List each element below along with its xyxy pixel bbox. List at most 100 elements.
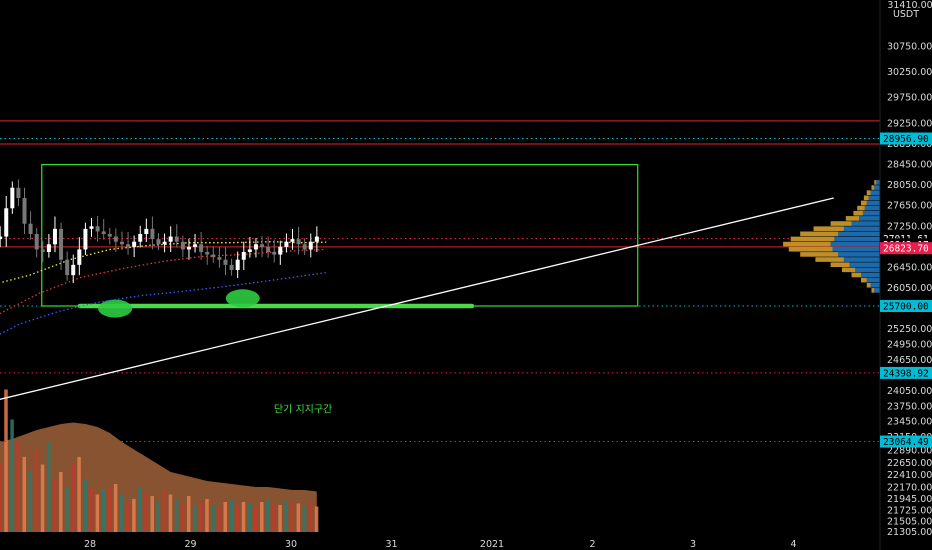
volume-bar [272, 503, 276, 532]
candlestick[interactable] [199, 231, 204, 260]
candlestick[interactable] [235, 251, 240, 278]
volume-profile-down [866, 282, 871, 288]
candlestick[interactable] [241, 241, 246, 270]
candlestick[interactable] [101, 219, 106, 240]
candlestick[interactable] [266, 236, 271, 258]
candle-body [46, 244, 51, 252]
price-tick-label: 24650.00 [887, 355, 932, 366]
candlestick[interactable] [28, 211, 33, 240]
candlestick[interactable] [162, 233, 167, 253]
volume-bar [186, 496, 191, 532]
time-axis[interactable]: 28 29 30 31 2021 2 3 4 [84, 539, 797, 550]
price-tick-label: 26450.00 [887, 262, 932, 273]
candle-body [89, 226, 94, 229]
horizontal-lines-layer[interactable] [0, 120, 880, 443]
candlestick[interactable] [34, 227, 39, 258]
candlestick[interactable] [132, 235, 137, 258]
candlestick[interactable] [168, 226, 173, 252]
candlestick[interactable] [223, 247, 228, 276]
candlestick[interactable] [107, 227, 112, 245]
volume-profile-down [853, 210, 863, 216]
price-tick-label: 29250.00 [887, 118, 932, 129]
candlestick[interactable] [260, 236, 265, 258]
support-box-layer[interactable] [41, 163, 639, 318]
candlestick[interactable] [126, 231, 131, 255]
candle-body [278, 246, 283, 255]
candlestick[interactable] [174, 224, 179, 248]
volume-bar [314, 506, 319, 532]
candlestick[interactable] [113, 228, 118, 252]
candlestick[interactable] [290, 228, 295, 250]
volume-profile-down [871, 288, 875, 293]
candlestick[interactable] [10, 181, 15, 214]
candlestick[interactable] [314, 226, 319, 252]
candlestick[interactable] [40, 241, 45, 263]
price-tick-label: 25250.00 [887, 324, 932, 335]
candlestick[interactable] [296, 226, 301, 255]
candlestick[interactable] [119, 231, 124, 250]
price-tick-label: 30750.00 [887, 41, 932, 52]
volume-profile-down [851, 272, 861, 278]
candlestick[interactable] [284, 233, 289, 253]
candlestick[interactable] [77, 237, 82, 276]
volume-bar [211, 505, 215, 532]
candlestick[interactable] [193, 234, 198, 253]
candle-body [34, 234, 39, 250]
candlestick[interactable] [180, 235, 185, 258]
price-tick-label: 24950.00 [887, 340, 932, 351]
candlestick[interactable] [272, 239, 277, 263]
volume-bar [156, 502, 161, 532]
candlestick[interactable] [22, 187, 27, 234]
candlestick[interactable] [4, 195, 9, 247]
candlestick[interactable] [308, 233, 313, 258]
volume-profile-up [843, 226, 880, 231]
volume-profile-up [874, 185, 880, 190]
price-tick-label: 22170.00 [887, 483, 932, 494]
volume-profile-up [855, 267, 880, 273]
moving-average-line [0, 241, 327, 284]
candlestick[interactable] [205, 245, 210, 265]
ascending-trendline[interactable] [0, 197, 834, 414]
volume-profile-down [830, 221, 852, 226]
price-tick-label: 21505.00 [887, 517, 932, 528]
candlestick[interactable] [253, 238, 258, 258]
candlestick[interactable] [0, 226, 3, 248]
volume-bar [290, 502, 294, 532]
price-badge-bg [880, 132, 932, 145]
candlestick[interactable] [95, 216, 100, 242]
candlestick[interactable] [278, 240, 283, 265]
candlestick[interactable] [211, 246, 216, 263]
volume-profile-down [874, 180, 877, 185]
volume-bar [46, 442, 51, 532]
candlestick[interactable] [89, 218, 94, 237]
candlestick[interactable] [71, 254, 76, 284]
volume-profile-up [862, 210, 880, 216]
candlestick[interactable] [150, 216, 155, 250]
candlestick[interactable] [52, 216, 57, 253]
volume-bar [28, 472, 33, 532]
candlestick[interactable] [83, 222, 88, 256]
trendline-layer[interactable] [0, 197, 834, 414]
candlestick[interactable] [229, 258, 234, 276]
candlestick[interactable] [247, 237, 252, 258]
candlestick[interactable] [65, 251, 70, 281]
candlestick[interactable] [302, 238, 307, 256]
price-tick-label: 21725.00 [887, 505, 932, 516]
candlestick[interactable] [144, 218, 149, 242]
candlestick[interactable] [138, 225, 143, 248]
candlestick[interactable] [59, 222, 64, 270]
price-tick-label: 27250.00 [887, 221, 932, 232]
price-tick-label: 26050.00 [887, 283, 932, 294]
candlestick[interactable] [16, 179, 21, 206]
candlestick[interactable] [46, 234, 51, 258]
volume-bar [302, 505, 307, 532]
candle-body [260, 244, 265, 247]
candlestick[interactable] [186, 238, 191, 260]
volume-profile-down [842, 267, 856, 273]
candles-layer[interactable] [0, 179, 319, 316]
candlestick[interactable] [156, 232, 161, 250]
candle-body [302, 244, 307, 250]
candlestick[interactable] [217, 246, 222, 268]
volume-bar [278, 505, 282, 532]
